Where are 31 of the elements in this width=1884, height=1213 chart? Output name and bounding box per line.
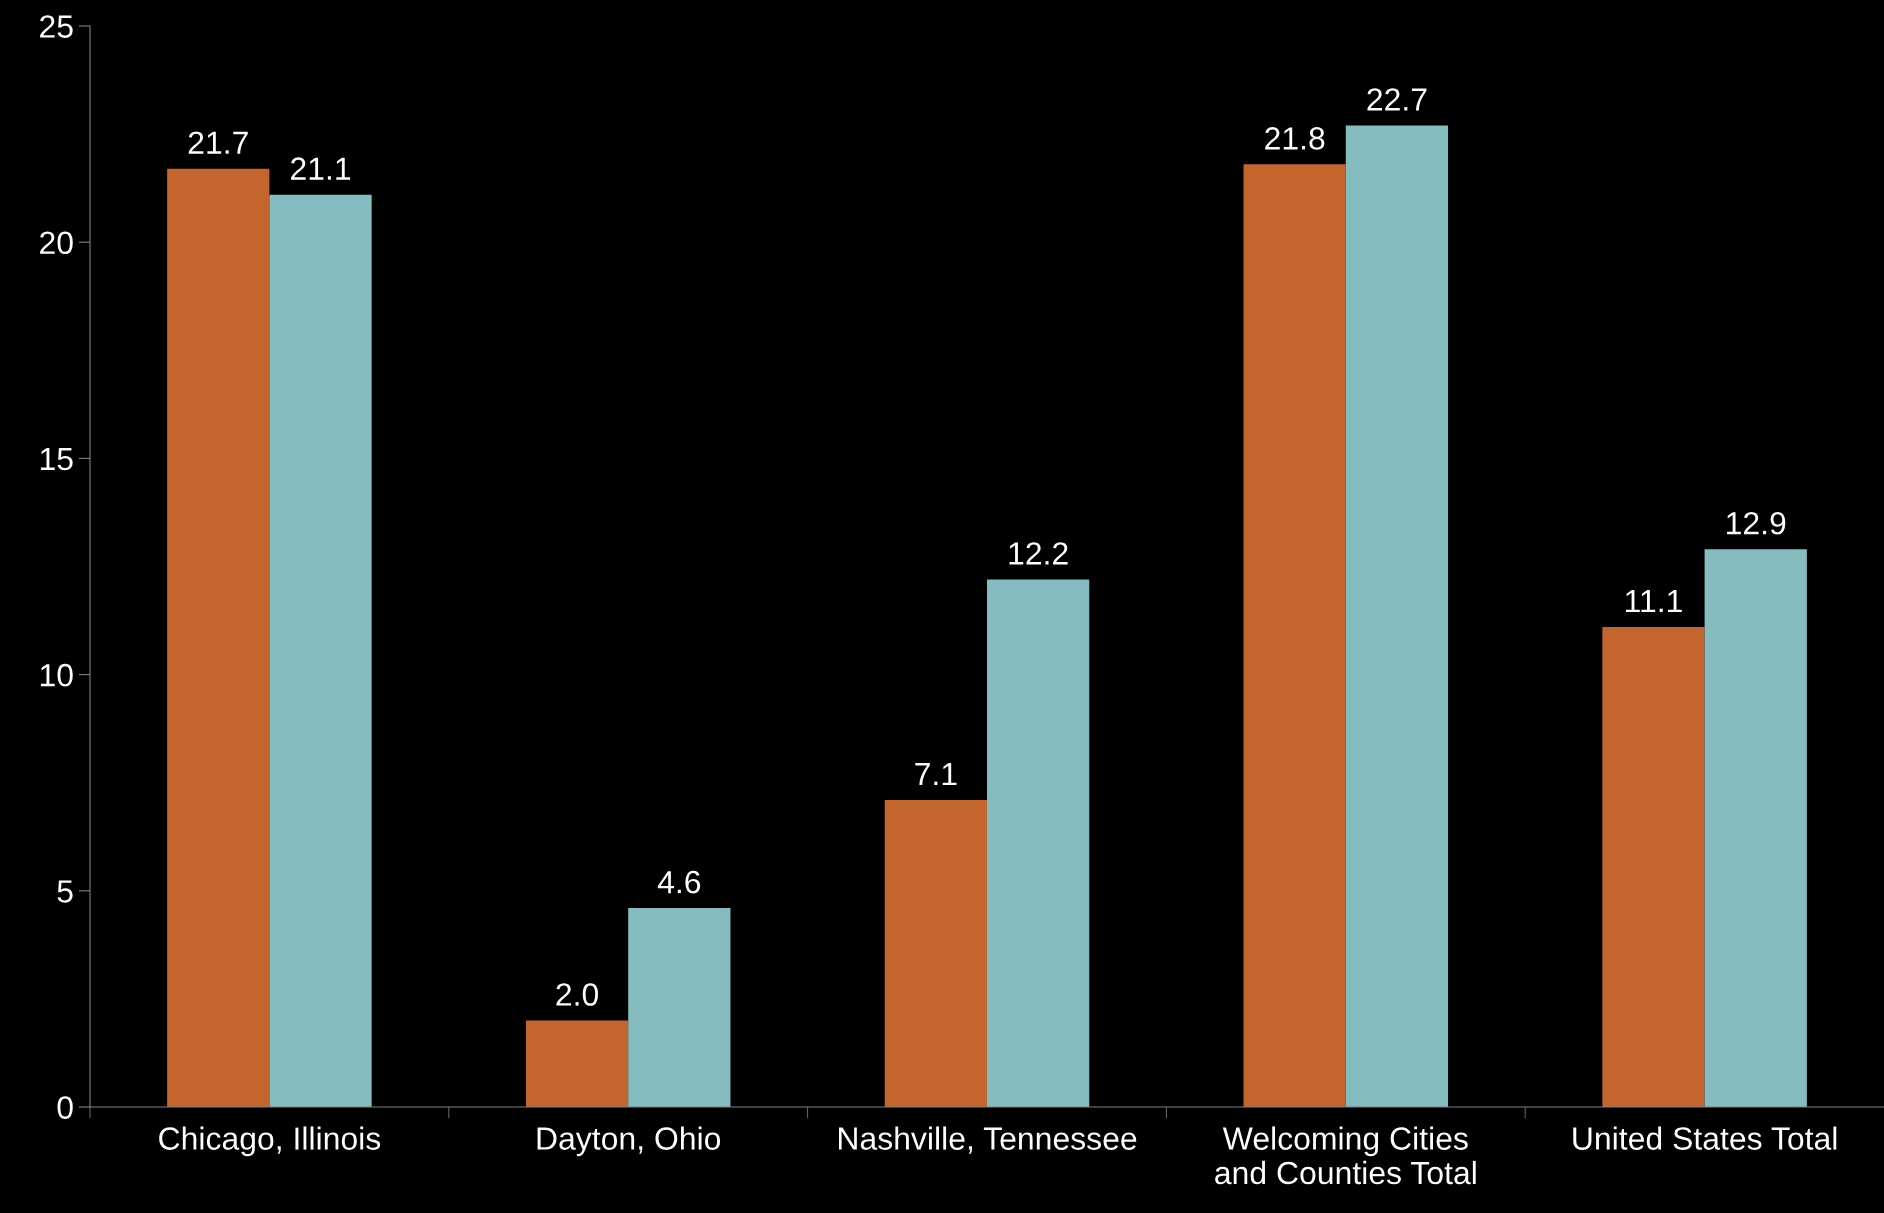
x-tick-label: Dayton, Ohio (537, 1126, 721, 1157)
bar (167, 168, 270, 1107)
bar (1345, 125, 1449, 1107)
y-tick-label: 20 (40, 231, 73, 255)
data-label: 22.7 (1367, 88, 1427, 111)
y-tick-label: 0 (57, 1096, 73, 1119)
data-label: 11.1 (1626, 590, 1682, 613)
bar (1602, 627, 1705, 1107)
bar (987, 579, 1090, 1107)
bar (1243, 164, 1346, 1107)
bar (269, 194, 372, 1107)
bar (1704, 549, 1807, 1107)
bar (628, 908, 731, 1107)
data-label: 12.9 (1727, 511, 1786, 535)
data-label: 12.2 (1009, 542, 1068, 565)
data-label: 7.1 (915, 763, 957, 786)
data-label: 2.0 (556, 983, 599, 1006)
y-tick-label: 5 (57, 880, 73, 903)
bar (525, 1020, 629, 1107)
data-label: 21.7 (188, 131, 248, 154)
data-label: 21.1 (291, 157, 351, 180)
bar (884, 800, 987, 1107)
data-label: 4.6 (657, 870, 701, 894)
y-tick-label: 10 (40, 663, 73, 687)
x-tick-label: Chicago, Illinois (159, 1126, 381, 1157)
x-tick-label: Nashville, Tennessee (838, 1126, 1137, 1154)
data-label: 21.8 (1265, 127, 1325, 150)
x-tick-label: United States Total (1573, 1126, 1837, 1150)
y-tick-label: 15 (40, 448, 73, 471)
x-tick-label: Welcoming Cities and Counties Total (1215, 1126, 1476, 1185)
y-tick-label: 25 (40, 15, 73, 38)
